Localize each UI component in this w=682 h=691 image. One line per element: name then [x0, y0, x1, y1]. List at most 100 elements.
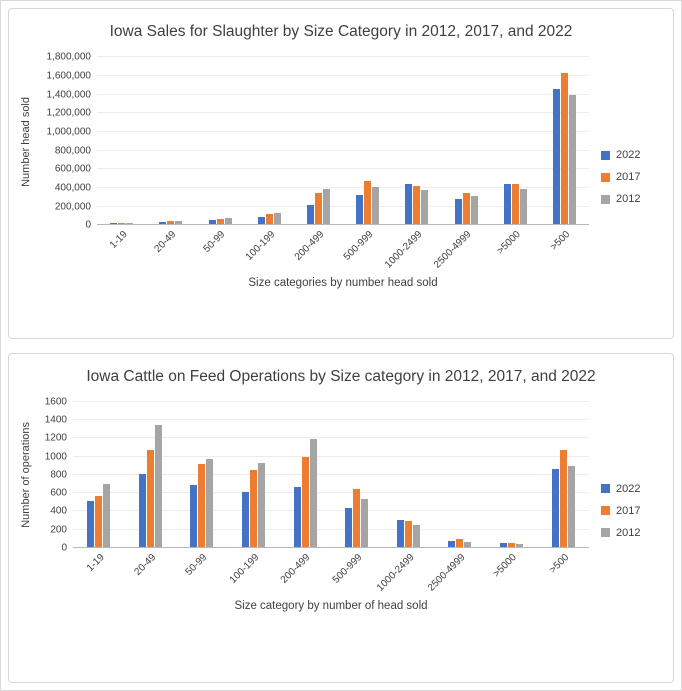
gridline: [73, 437, 589, 439]
gridline: [73, 473, 589, 475]
gridline: [97, 93, 589, 95]
y-axis-title-area: Number of operations: [17, 402, 35, 548]
x-tick: 20-49: [125, 548, 177, 598]
bar-2022-500-999: [345, 507, 353, 547]
x-tick-label: 100-199: [243, 229, 277, 264]
y-tick-label: 1,200,000: [46, 107, 92, 119]
x-tick: 1000-2499: [375, 548, 435, 598]
bar-2017-500-999: [353, 488, 361, 547]
bar-2012->500: [567, 465, 575, 547]
x-tick-label: 200-499: [279, 551, 313, 586]
gridlines: [97, 56, 589, 224]
bar-2012-200-499: [309, 438, 317, 547]
bar-2022-1-19: [87, 500, 95, 547]
bar-2012->500: [568, 95, 576, 225]
bar-2012-1000-2499: [412, 524, 420, 547]
bar-2012-1-19: [126, 223, 134, 225]
bar-group-1000-2499: [392, 184, 441, 225]
bar-group-2500-4999: [441, 193, 490, 225]
x-tick: >500: [540, 225, 589, 275]
gridline: [73, 400, 589, 402]
bar-2022-500-999: [356, 195, 364, 225]
y-tick-label: 600: [50, 487, 67, 499]
bar-2017-1-19: [95, 495, 103, 547]
bar-2022-1000-2499: [405, 184, 413, 225]
bar-group->5000: [486, 542, 538, 547]
legend-item-2017: 2017: [601, 171, 665, 183]
bar-2012-2500-4999: [470, 196, 478, 225]
bar-2012-100-199: [273, 213, 281, 225]
y-axis-ticks: 0 200,000 400,000 600,000 800,000 1,000,000 1,…: [35, 52, 97, 231]
bar-2012->5000: [519, 189, 527, 225]
x-tick: 2500-4999: [426, 548, 486, 598]
bar-2022-2500-4999: [448, 540, 456, 547]
legend-item-2017: 2017: [601, 505, 665, 517]
x-axis-ticks: 1-19 20-49 50-99 100-199 200-499 500-999 1000-…: [73, 548, 589, 598]
bar-2017-20-49: [146, 449, 154, 547]
y-axis-title: Number of operations: [20, 422, 32, 528]
chart-main: 1-19 20-49 50-99 100-199 200-499 500-999 1000-…: [97, 56, 589, 297]
bar-group-2500-4999: [434, 538, 486, 547]
sales-for-slaughter-chart-panel: Iowa Sales for Slaughter by Size Categor…: [8, 8, 674, 339]
plot-area: [97, 56, 589, 226]
bar-2017-1-19: [118, 223, 126, 225]
bar-2017->5000: [508, 542, 516, 547]
y-tick-label: 800,000: [54, 145, 91, 157]
cattle-on-feed-chart-panel: Iowa Cattle on Feed Operations by Size c…: [8, 352, 674, 683]
x-tick: 100-199: [243, 225, 294, 275]
legend-item-2022: 2022: [601, 483, 665, 495]
bar-2017-1000-2499: [413, 186, 421, 225]
x-tick-label: 1-19: [107, 229, 130, 252]
bar-group-100-199: [245, 213, 294, 225]
bar-2017-50-99: [198, 463, 206, 547]
bar-2017-20-49: [167, 221, 175, 225]
bar-group-200-499: [279, 438, 331, 547]
x-tick: 500-999: [331, 548, 383, 598]
bar-2022->500: [551, 468, 559, 547]
x-tick: >500: [537, 548, 589, 598]
legend-swatch-2022: [601, 484, 610, 494]
bars-area: [73, 402, 589, 547]
bar-2022-100-199: [242, 491, 250, 547]
bar-group-1000-2499: [383, 519, 435, 547]
gridline: [97, 131, 589, 133]
bar-2022-1000-2499: [396, 519, 404, 547]
x-tick-label: 50-99: [201, 229, 228, 256]
bar-group->500: [537, 449, 589, 547]
bar-group-500-999: [343, 181, 392, 225]
bar-2017->5000: [511, 184, 519, 225]
gridline: [97, 187, 589, 189]
legend-label: 2012: [616, 193, 641, 206]
bar-2017-2500-4999: [456, 538, 464, 547]
gridline: [73, 455, 589, 457]
legend: 2022 2017 2012: [589, 57, 665, 297]
x-tick-label: 500-999: [330, 551, 365, 586]
bar-2022-100-199: [257, 217, 265, 225]
bar-2012-20-49: [175, 221, 183, 225]
bar-2012-20-49: [154, 424, 162, 547]
x-tick: 1000-2499: [383, 225, 441, 275]
x-tick: >5000: [491, 225, 540, 275]
y-tick-label: 1400: [44, 414, 67, 426]
x-tick: 100-199: [228, 548, 280, 598]
y-axis-title-area: Number head sold: [17, 57, 35, 225]
x-tick-label: >5000: [495, 229, 524, 258]
x-tick-label: 200-499: [292, 229, 327, 264]
bar-group-20-49: [146, 221, 195, 225]
legend-item-2022: 2022: [601, 149, 665, 161]
bar-group->500: [540, 73, 589, 225]
y-tick-label: 800: [50, 469, 67, 481]
legend-swatch-2012: [601, 194, 610, 204]
x-tick: 50-99: [176, 548, 228, 598]
legend-swatch-2022: [601, 150, 610, 160]
chart-main: 1-19 20-49 50-99 100-199 200-499 500-999 1000-…: [73, 400, 589, 620]
bar-2017-50-99: [216, 219, 224, 225]
legend-item-2012: 2012: [601, 527, 665, 539]
bar-2017-500-999: [364, 181, 372, 225]
gridline: [97, 112, 589, 114]
bar-group-20-49: [125, 424, 177, 547]
bar-group-500-999: [331, 488, 383, 547]
y-tick-label: 0: [85, 219, 91, 231]
x-tick-label: >500: [548, 229, 573, 254]
bar-2017-200-499: [314, 193, 322, 225]
